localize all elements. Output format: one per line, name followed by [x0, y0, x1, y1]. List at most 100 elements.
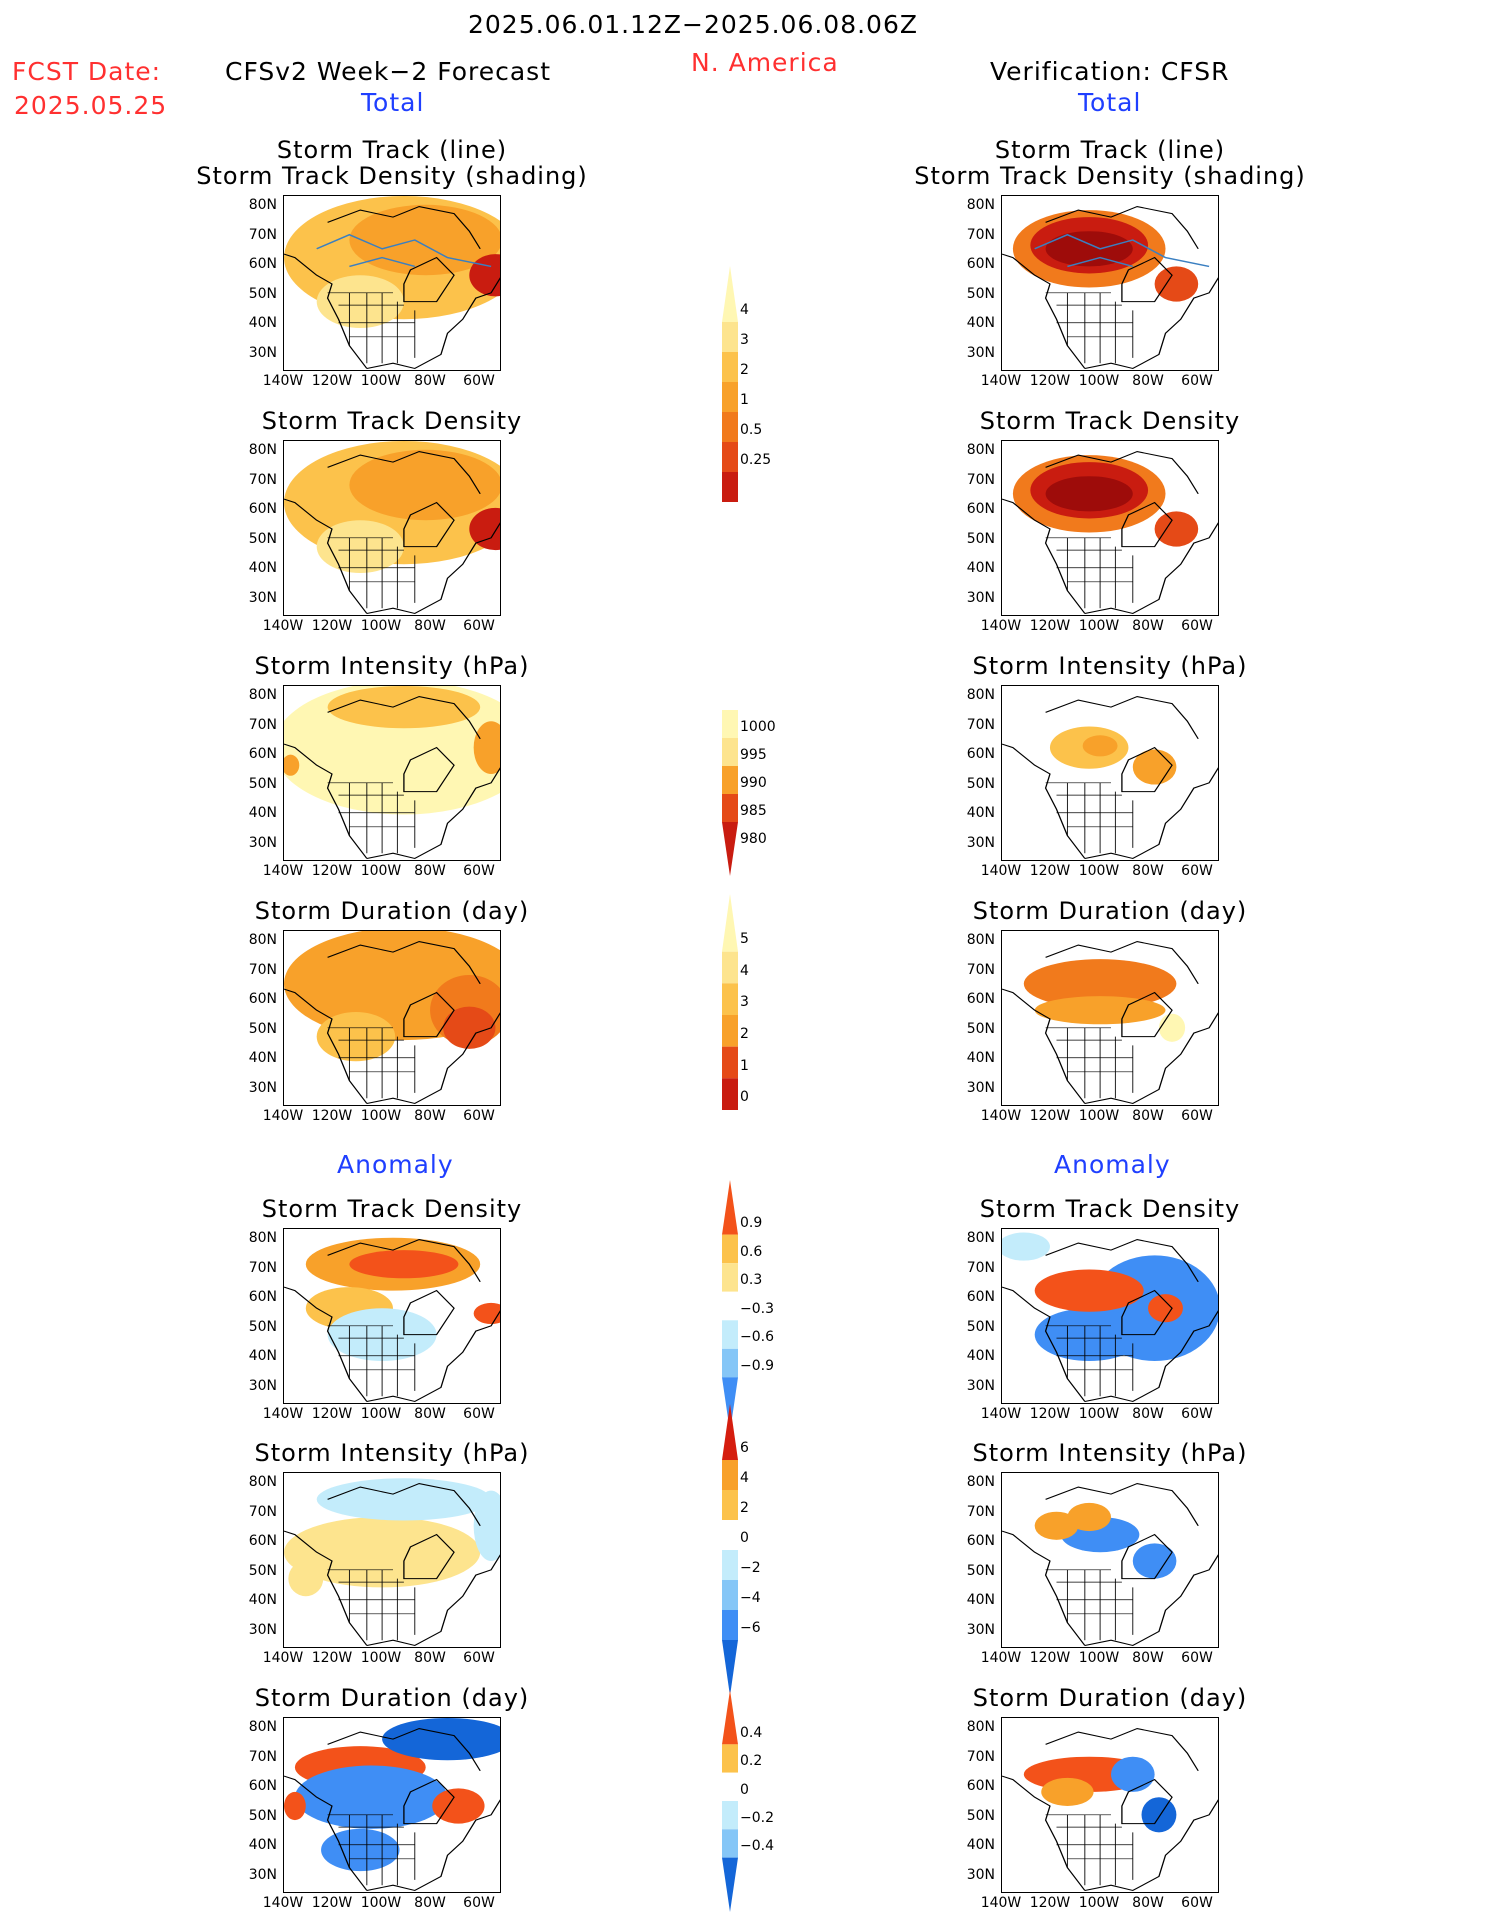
- shaded-region: [288, 1561, 324, 1597]
- lat-tick-label: 50N: [966, 1807, 995, 1824]
- shaded-region: [443, 1006, 496, 1049]
- colorbar-segment: [722, 1404, 738, 1460]
- shaded-region: [1154, 266, 1199, 302]
- shaded-region: [321, 1828, 400, 1872]
- shaded-region: [473, 721, 500, 774]
- colorbar-segment: [722, 1078, 738, 1110]
- colorbar-segment: [722, 322, 738, 352]
- lat-tick-label: 30N: [248, 834, 277, 851]
- state-borders: [1045, 292, 1134, 364]
- lat-tick-label: 40N: [248, 560, 277, 576]
- lat-tick-label: 50N: [248, 1562, 277, 1579]
- verif-anom-duration-title: Storm Duration (day): [972, 1684, 1248, 1712]
- right-anomaly-label: Anomaly: [1054, 1150, 1171, 1179]
- coastline: [284, 206, 500, 370]
- lon-tick-label: 140W: [980, 373, 1022, 389]
- lon-tick-label: 60W: [463, 373, 495, 389]
- lon-tick-label: 120W: [1029, 1406, 1071, 1422]
- lon-tick-label: 120W: [1029, 1650, 1071, 1666]
- colorbar-label: 995: [740, 746, 767, 763]
- forecast-anom-density-title: Storm Track Density: [261, 1195, 523, 1223]
- lon-tick-label: 140W: [262, 1650, 304, 1666]
- lat-tick-label: 40N: [966, 805, 995, 821]
- state-borders: [327, 537, 416, 609]
- lat-tick-label: 80N: [248, 197, 277, 213]
- forecast-anom-intensity-title: Storm Intensity (hPa): [254, 1439, 530, 1467]
- forecast-anom-density-map: [283, 1228, 501, 1404]
- lat-tick-label: 30N: [248, 1377, 277, 1394]
- colorbar-label: 990: [740, 774, 767, 791]
- forecast-anom-duration-map: [283, 1717, 501, 1893]
- lon-tick-label: 80W: [414, 1406, 446, 1422]
- state-borders: [1045, 1569, 1134, 1641]
- verif-total-intensity-title: Storm Intensity (hPa): [972, 652, 1248, 680]
- lat-tick-label: 80N: [248, 687, 277, 703]
- shaded-region: [294, 1765, 448, 1829]
- lat-tick-label: 60N: [248, 746, 277, 762]
- lat-tick-label: 30N: [966, 1079, 995, 1096]
- lat-tick-label: 30N: [966, 344, 995, 361]
- lat-tick-label: 80N: [966, 1719, 995, 1735]
- lon-tick-label: 100W: [360, 618, 402, 634]
- lon-tick-label: 140W: [980, 618, 1022, 634]
- colorbar-label: 0.6: [740, 1243, 763, 1260]
- lat-tick-label: 80N: [248, 442, 277, 458]
- shaded-region: [349, 449, 500, 521]
- lon-tick-label: 60W: [1181, 1108, 1213, 1124]
- colorbar-segment: [722, 1263, 738, 1292]
- colorbar-segment: [722, 1801, 738, 1830]
- lon-tick-label: 60W: [1181, 373, 1213, 389]
- colorbar-label: 6: [740, 1440, 749, 1456]
- lon-tick-label: 60W: [1181, 863, 1213, 879]
- colorbar-label: −0.2: [740, 1810, 774, 1826]
- lat-tick-label: 60N: [966, 1778, 995, 1794]
- shaded-region: [1067, 1502, 1111, 1532]
- lon-tick-label: 120W: [311, 373, 353, 389]
- colorbar-segment: [722, 1046, 738, 1079]
- lat-tick-label: 40N: [248, 1050, 277, 1066]
- fcst-date-value: 2025.05.25: [14, 91, 168, 120]
- lat-tick-label: 80N: [966, 687, 995, 703]
- colorbar-label: 1000: [740, 718, 776, 735]
- verif-total-density-title: Storm Track Density: [979, 407, 1241, 435]
- colorbar-segment: [722, 951, 738, 984]
- forecast-total-track-title: Storm Track (line) Storm Track Density (s…: [182, 137, 602, 189]
- colorbar-label: 4: [740, 962, 749, 979]
- lat-tick-label: 70N: [966, 1748, 995, 1765]
- lat-tick-label: 60N: [966, 1289, 995, 1305]
- shaded-region: [1045, 476, 1133, 512]
- shaded-region: [1002, 1232, 1050, 1261]
- lat-tick-label: 70N: [966, 961, 995, 978]
- lat-tick-label: 80N: [248, 1474, 277, 1490]
- lat-tick-label: 70N: [248, 471, 277, 488]
- lat-tick-label: 50N: [248, 775, 277, 792]
- lon-tick-label: 60W: [1181, 1895, 1213, 1911]
- lat-tick-label: 60N: [248, 1289, 277, 1305]
- colorbar-label: 5: [740, 931, 749, 947]
- colorbar-label: −6: [740, 1620, 761, 1636]
- shaded-region: [1111, 1756, 1155, 1792]
- lat-tick-label: 70N: [966, 1259, 995, 1276]
- lon-tick-label: 100W: [360, 1108, 402, 1124]
- lat-tick-label: 60N: [248, 991, 277, 1007]
- colorbar-segment: [722, 1690, 738, 1745]
- lon-tick-label: 80W: [1132, 1650, 1164, 1666]
- lat-tick-label: 60N: [248, 256, 277, 272]
- state-borders: [327, 1814, 416, 1886]
- lon-tick-label: 80W: [1132, 618, 1164, 634]
- forecast-total-intensity-title: Storm Intensity (hPa): [254, 652, 530, 680]
- lat-tick-label: 30N: [966, 1866, 995, 1883]
- lat-tick-label: 70N: [966, 226, 995, 243]
- lon-tick-label: 140W: [262, 1108, 304, 1124]
- colorbar-segment: [722, 766, 738, 794]
- lat-tick-label: 40N: [966, 1837, 995, 1853]
- colorbar-segment: [722, 1234, 738, 1264]
- shaded-region: [284, 1791, 306, 1821]
- shaded-region: [1041, 1777, 1094, 1806]
- verif-total-track-map: [1001, 195, 1219, 371]
- lon-tick-label: 80W: [414, 1895, 446, 1911]
- colorbar-label: 0.5: [740, 422, 763, 438]
- verif-total-duration-map: [1001, 930, 1219, 1106]
- colorbar-label: 0: [740, 1781, 749, 1798]
- colorbar-segment: [722, 1744, 738, 1773]
